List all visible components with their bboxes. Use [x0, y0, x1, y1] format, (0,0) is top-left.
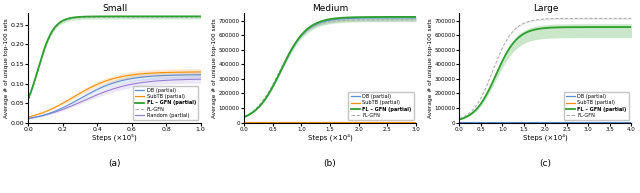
Title: Large: Large: [532, 4, 558, 13]
Text: (c): (c): [540, 159, 552, 168]
Legend: DB (partial), SubTB (partial), FL – GFN (partial), FL-GFN: DB (partial), SubTB (partial), FL – GFN …: [564, 92, 629, 120]
Title: Small: Small: [102, 4, 127, 13]
Y-axis label: Average # of unique top-100 sets: Average # of unique top-100 sets: [212, 18, 218, 118]
X-axis label: Steps (×10⁵): Steps (×10⁵): [92, 133, 137, 141]
X-axis label: Steps (×10⁴): Steps (×10⁴): [523, 133, 568, 141]
Legend: DB (partial), SubTB (partial), FL – GFN (partial), FL-GFN: DB (partial), SubTB (partial), FL – GFN …: [348, 92, 413, 120]
Y-axis label: Average # of unique top-100 sets: Average # of unique top-100 sets: [4, 18, 9, 118]
Title: Medium: Medium: [312, 4, 348, 13]
Text: (b): (b): [324, 159, 337, 168]
Y-axis label: Average # of unique top-100 sets: Average # of unique top-100 sets: [428, 18, 433, 118]
Legend: DB (partial), SubTB (partial), FL – GFN (partial), FL-GFN, Random (partial): DB (partial), SubTB (partial), FL – GFN …: [133, 85, 198, 120]
Text: (a): (a): [108, 159, 121, 168]
X-axis label: Steps (×10⁴): Steps (×10⁴): [308, 133, 353, 141]
